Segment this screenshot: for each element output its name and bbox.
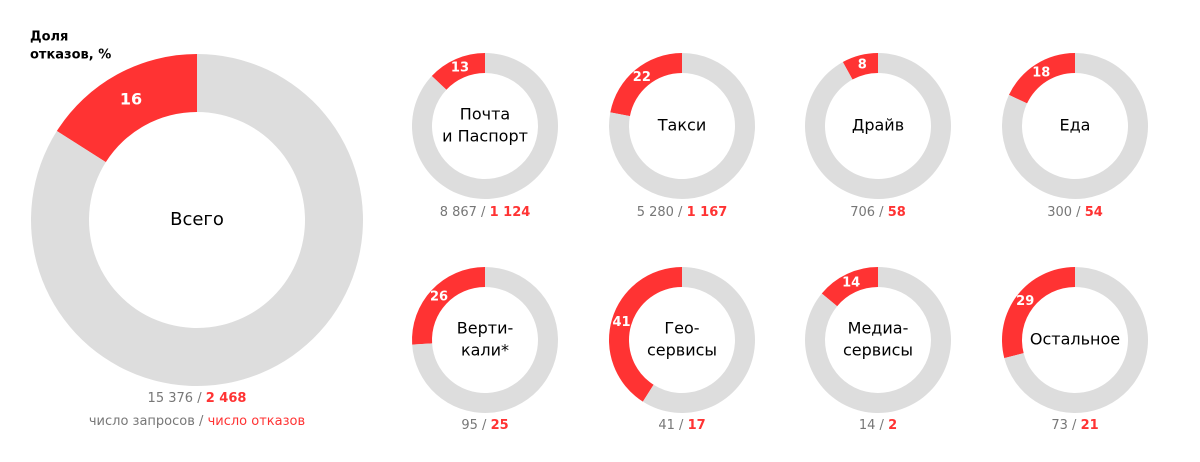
legend-title: отказов, % bbox=[30, 48, 111, 63]
donut-title: Гео- bbox=[664, 319, 699, 338]
donut-title: Верти- bbox=[457, 319, 513, 338]
separator: / bbox=[481, 205, 486, 220]
separator: / bbox=[1072, 418, 1077, 433]
donut-title: сервисы bbox=[843, 340, 913, 359]
donut-title: сервисы bbox=[647, 340, 717, 359]
separator: / bbox=[197, 391, 202, 406]
requests: 41 bbox=[658, 418, 675, 433]
donut-segment bbox=[1002, 267, 1075, 359]
donut-segment bbox=[642, 267, 756, 413]
legend-note: число запросов / число отказов bbox=[89, 414, 305, 429]
rejections: 1 167 bbox=[687, 205, 728, 220]
donut-segment bbox=[56, 54, 197, 163]
separator: / bbox=[879, 205, 884, 220]
donut: 41 Гео-сервисы 41 / 17 bbox=[609, 267, 756, 433]
rejections: 54 bbox=[1085, 205, 1103, 220]
rejections: 1 124 bbox=[490, 205, 531, 220]
separator: / bbox=[1076, 205, 1081, 220]
rejections: 25 bbox=[491, 418, 509, 433]
separator: / bbox=[679, 418, 684, 433]
separator: / bbox=[880, 418, 885, 433]
donut-title: Драйв bbox=[852, 116, 904, 135]
donut: 22 Такси 5 280 / 1 167 bbox=[608, 53, 755, 220]
donut-segment bbox=[412, 267, 485, 345]
counts: 95 / 25 bbox=[461, 418, 508, 433]
donut: 18 Еда 300 / 54 bbox=[1002, 53, 1148, 220]
separator: / bbox=[199, 414, 204, 429]
rejections: 21 bbox=[1081, 418, 1099, 433]
data-label: 26 bbox=[430, 289, 448, 304]
donut: 13 Почта и Паспорт 8 867 / 1 124 bbox=[412, 53, 558, 220]
counts: 8 867 / 1 124 bbox=[440, 205, 531, 220]
rejections: 58 bbox=[888, 205, 906, 220]
rejections: 2 468 bbox=[206, 391, 247, 406]
requests: 300 bbox=[1047, 205, 1072, 220]
legend-title: Доля bbox=[30, 30, 68, 45]
requests: 14 bbox=[859, 418, 876, 433]
donut: 26 Верти-кали* 95 / 25 bbox=[412, 267, 558, 433]
counts: 5 280 / 1 167 bbox=[637, 205, 728, 220]
data-label: 13 bbox=[451, 61, 469, 76]
requests: 5 280 bbox=[637, 205, 674, 220]
requests: 15 376 bbox=[148, 391, 194, 406]
counts: 300 / 54 bbox=[1047, 205, 1103, 220]
donut-title: Медиа- bbox=[848, 319, 909, 338]
donut-title: Остальное bbox=[1030, 330, 1120, 349]
donut: 8 Драйв 706 / 58 bbox=[805, 53, 951, 220]
donut-segment bbox=[610, 53, 682, 117]
rejections: 17 bbox=[688, 418, 706, 433]
donut-segment bbox=[821, 267, 878, 307]
donut-segment bbox=[31, 54, 364, 386]
counts: 14 / 2 bbox=[859, 418, 897, 433]
requests: 706 bbox=[850, 205, 875, 220]
donut-title: кали* bbox=[461, 340, 509, 359]
counts: 706 / 58 bbox=[850, 205, 906, 220]
requests: 95 bbox=[461, 418, 478, 433]
counts: 73 / 21 bbox=[1051, 418, 1098, 433]
donut-title: Почта bbox=[460, 105, 510, 124]
data-label: 22 bbox=[633, 70, 651, 85]
separator: / bbox=[678, 205, 683, 220]
donut-title: Всего bbox=[170, 209, 224, 230]
counts: 41 / 17 bbox=[658, 418, 705, 433]
requests: 8 867 bbox=[440, 205, 477, 220]
donut-title: Еда bbox=[1060, 116, 1091, 135]
donut: 16 Всего 15 376 / 2 468 bbox=[31, 54, 364, 406]
donut-segment bbox=[609, 267, 682, 402]
donut-segment bbox=[842, 53, 878, 80]
data-label: 18 bbox=[1032, 65, 1050, 80]
rejections: 2 bbox=[888, 418, 897, 433]
separator: / bbox=[482, 418, 487, 433]
donut: 14 Медиа-сервисы 14 / 2 bbox=[805, 267, 952, 433]
legend-requests: число запросов bbox=[89, 414, 195, 429]
donut-title: и Паспорт bbox=[442, 126, 528, 145]
counts: 15 376 / 2 468 bbox=[148, 391, 247, 406]
donut-segment bbox=[1008, 53, 1075, 104]
requests: 73 bbox=[1051, 418, 1068, 433]
data-label: 29 bbox=[1016, 294, 1034, 309]
donut-title: Такси bbox=[657, 116, 706, 135]
data-label: 16 bbox=[120, 89, 142, 108]
legend-rejections: число отказов bbox=[208, 414, 306, 429]
donut-segment bbox=[431, 53, 485, 90]
data-label: 14 bbox=[842, 275, 860, 290]
donut: 29 Остальное 73 / 21 bbox=[1002, 267, 1148, 433]
data-label: 41 bbox=[612, 315, 630, 330]
data-label: 8 bbox=[858, 57, 867, 72]
